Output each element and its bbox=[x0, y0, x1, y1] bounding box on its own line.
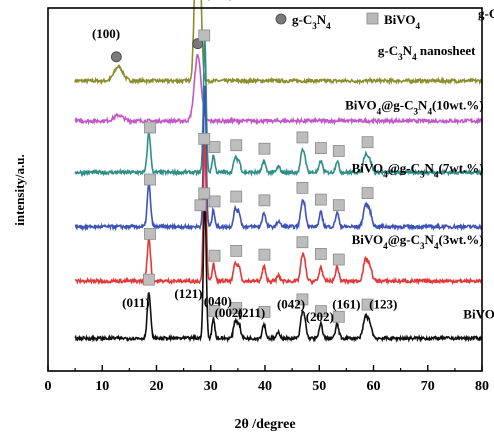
bivo4-marker bbox=[361, 298, 374, 311]
bivo4-marker bbox=[208, 195, 221, 208]
series-label: BiVO4@g-C3N4(7wt.%) bbox=[352, 160, 484, 179]
hkl-annotation: (042) bbox=[277, 296, 305, 311]
series-label: g-C3N4 nanosheet bbox=[378, 43, 476, 62]
x-tick-label: 0 bbox=[45, 379, 52, 394]
marker-group bbox=[110, 29, 374, 323]
y-axis-label: intensity/a.u. bbox=[12, 154, 27, 226]
x-tick-label: 20 bbox=[150, 379, 164, 394]
bivo4-marker bbox=[332, 145, 345, 157]
bivo4-marker bbox=[144, 173, 156, 186]
bivo4-marker bbox=[361, 136, 374, 149]
hkl-annotation: (202) bbox=[306, 309, 334, 324]
series-label: BiVO4@g-C3N4(3wt.%) bbox=[352, 232, 484, 251]
series-label: BiVO4@g-C3N4(10wt.%) bbox=[345, 97, 484, 116]
legend-circle-marker bbox=[275, 13, 287, 25]
bivo4-marker bbox=[314, 248, 327, 260]
legend: g-C3N4 BiVO4 bbox=[275, 12, 421, 31]
bivo4-marker bbox=[296, 131, 309, 144]
series-line bbox=[74, 194, 483, 344]
hkl-annotation: (161) bbox=[332, 296, 360, 311]
x-tick-label: 80 bbox=[475, 379, 489, 394]
bivo4-marker bbox=[230, 245, 243, 257]
legend-bivo4: BiVO4 bbox=[384, 12, 421, 31]
series-label: g-C3N4 bbox=[478, 6, 494, 25]
bivo4-marker bbox=[314, 305, 327, 318]
bivo4-marker bbox=[208, 141, 221, 153]
bivo4-marker bbox=[208, 304, 221, 317]
bivo4-marker bbox=[332, 310, 345, 323]
hkl-annotation: (040) bbox=[204, 293, 232, 308]
legend-square-marker bbox=[366, 12, 379, 25]
bivo4-marker bbox=[198, 132, 211, 145]
hkl-annotation: (002) bbox=[215, 305, 243, 320]
hkl-annotation: (121) bbox=[174, 286, 202, 301]
bivo4-marker bbox=[230, 302, 243, 315]
hkl-annotation: (002) bbox=[205, 0, 233, 1]
bivo4-marker bbox=[296, 236, 309, 249]
x-tick-label: 30 bbox=[204, 379, 218, 394]
series-label: BiVO4 bbox=[463, 306, 494, 325]
hkl-annotation: (100) bbox=[92, 26, 120, 41]
bivo4-marker bbox=[198, 187, 211, 200]
bivo4-marker bbox=[144, 227, 156, 240]
series-line bbox=[74, 142, 483, 286]
bivo4-marker bbox=[361, 187, 374, 199]
x-tick-label: 40 bbox=[258, 379, 272, 394]
bivo4-marker bbox=[144, 121, 156, 134]
bivo4-marker bbox=[258, 248, 271, 261]
bivo4-marker bbox=[194, 199, 207, 212]
bivo4-marker bbox=[258, 194, 271, 207]
hkl-annotation: (123) bbox=[369, 296, 397, 311]
bivo4-marker bbox=[230, 190, 243, 203]
x-tick-label: 60 bbox=[367, 379, 381, 394]
x-tick-label: 50 bbox=[312, 379, 326, 394]
x-tick-label: 70 bbox=[421, 379, 435, 394]
series-line bbox=[74, 53, 483, 126]
text-group: g-C3N4 g-C3N4 nanosheet BiVO4@g-C3N4(10wt.… bbox=[92, 0, 494, 325]
bivo4-marker bbox=[230, 139, 243, 152]
bivo4-marker bbox=[143, 273, 155, 286]
x-axis-label: 2θ /degree bbox=[234, 417, 295, 432]
hkl-annotation: (011) bbox=[122, 295, 149, 310]
x-ticks: 0 10 20 30 40 50 60 70 80 bbox=[45, 365, 489, 394]
series-line bbox=[74, 36, 483, 178]
x-tick-label: 10 bbox=[95, 379, 109, 394]
bivo4-marker bbox=[296, 181, 309, 194]
g-c3n4-marker bbox=[110, 51, 122, 63]
bivo4-marker bbox=[198, 29, 211, 42]
bivo4-marker bbox=[296, 293, 309, 306]
hkl-annotation: (211) bbox=[238, 305, 265, 320]
series-line bbox=[74, 85, 483, 232]
bivo4-marker bbox=[258, 305, 271, 318]
series-line bbox=[74, 0, 483, 86]
legend-g-c3n4: g-C3N4 bbox=[292, 12, 331, 31]
bivo4-marker bbox=[314, 142, 327, 154]
bivo4-marker bbox=[208, 249, 221, 262]
bivo4-marker bbox=[258, 142, 271, 155]
bivo4-marker bbox=[332, 199, 345, 212]
series-group bbox=[74, 0, 483, 344]
bivo4-marker bbox=[332, 253, 345, 266]
bivo4-marker bbox=[314, 193, 327, 206]
